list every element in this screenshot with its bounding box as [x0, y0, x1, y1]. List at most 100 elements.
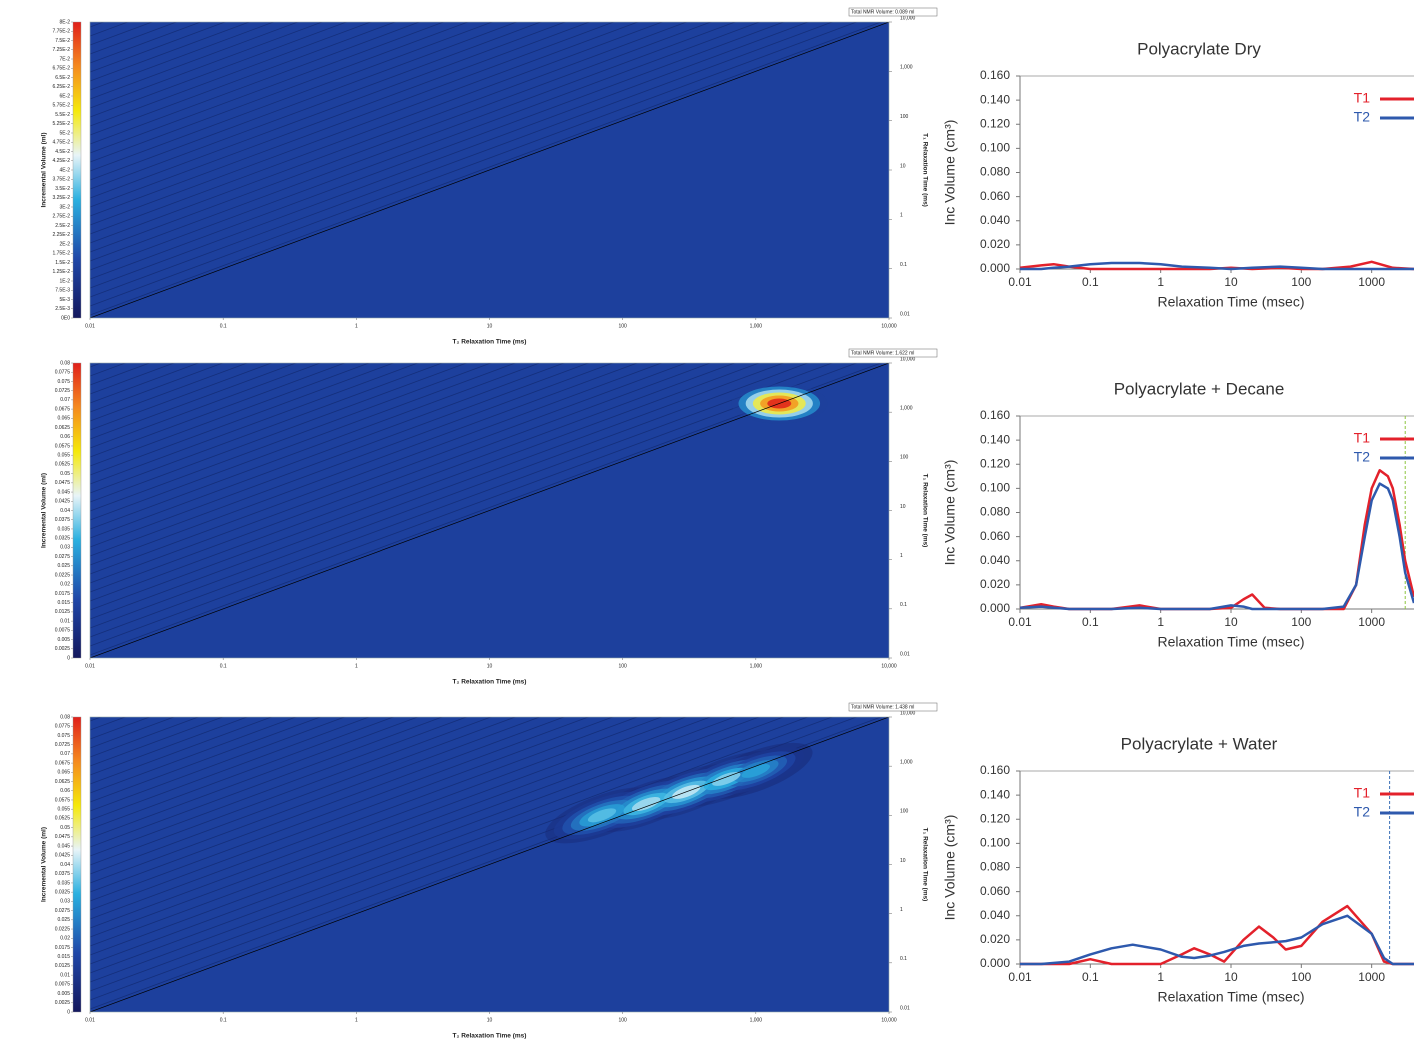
x-tick-label: 0.01 [1008, 615, 1032, 629]
striation [90, 363, 346, 458]
striation [90, 717, 395, 830]
colorbar [72, 716, 82, 1013]
x-tick-label: 0.1 [1082, 275, 1099, 289]
legend-label: T2 [1354, 109, 1371, 125]
y-tick-label: 0.060 [980, 529, 1010, 543]
colorbar-tick-label: 0.045 [57, 843, 70, 849]
y-tick-label: 0.160 [980, 68, 1010, 82]
colorbar-tick-label: 0.0525 [55, 462, 71, 468]
y-axis-title: Inc Volume (cm³) [942, 120, 958, 226]
y-tick-label: 100 [900, 455, 909, 461]
striation [90, 22, 688, 244]
colorbar [72, 21, 82, 319]
y-tick-label: 0.080 [980, 860, 1010, 874]
striation [90, 717, 297, 794]
x-tick-label: 1000 [1358, 275, 1385, 289]
x-axis-title: Relaxation Time (msec) [1157, 989, 1304, 1005]
colorbar-tick-label: 0 [67, 655, 70, 661]
colorbar-tick-label: 0.04 [60, 862, 70, 868]
line-panel: Polyacrylate + Decane 0.000 0.020 0.040 0.06… [942, 379, 1414, 650]
y-tick-label: 0.060 [980, 884, 1010, 898]
striation [90, 717, 761, 965]
colorbar-tick-label: 8E-2 [59, 19, 70, 25]
striation [90, 363, 663, 575]
striation [90, 363, 566, 539]
y-tick-label: 1 [900, 213, 903, 219]
colorbar-tick-label: 0.06 [60, 434, 70, 440]
x-tick-label: 10 [487, 1017, 493, 1023]
y-tick-label: 1 [900, 907, 903, 913]
colorbar-tick-label: 0.005 [57, 637, 70, 643]
striation [90, 22, 397, 136]
x-tick-label: 100 [1291, 275, 1311, 289]
y-tick-label: 0.100 [980, 141, 1010, 155]
colorbar-tick-label: 6.75E-2 [52, 66, 70, 72]
striation [90, 22, 664, 235]
colorbar-tick-label: 0.0125 [55, 963, 71, 969]
striation [90, 22, 299, 100]
colorbar-tick-label: 0.0175 [55, 591, 71, 597]
colorbar-tick-label: 0.07 [60, 751, 70, 757]
striation [90, 22, 737, 262]
colorbar-tick-label: 6E-2 [59, 93, 70, 99]
colorbar-tick-label: 1.75E-2 [52, 251, 70, 257]
striation [90, 363, 322, 449]
y-tick-label: 0.000 [980, 261, 1010, 275]
striation [90, 717, 639, 920]
colorbar-tick-label: 0.0525 [55, 816, 71, 822]
colorbar-tick-label: 0.045 [57, 489, 70, 495]
x-tick-label: 1 [1157, 970, 1164, 984]
striation [90, 22, 834, 298]
striation [90, 22, 421, 145]
x-axis-title: T₂ Relaxation Time (ms) [453, 679, 527, 686]
striation [90, 363, 395, 476]
y-tick-label: 1,000 [900, 405, 913, 411]
colorbar-tick-label: 0.0025 [55, 646, 71, 652]
y-tick-label: 0.020 [980, 577, 1010, 591]
colorbar-tick-label: 0.0325 [55, 889, 71, 895]
y-axis-title: Inc Volume (cm³) [942, 815, 958, 921]
striation [90, 22, 883, 316]
diagonal-line [90, 717, 889, 1012]
line-panel: Polyacrylate + Water 0.000 0.020 0.040 0.060… [942, 734, 1414, 1005]
x-tick-label: 10,000 [881, 323, 897, 329]
colorbar-tick-label: 5E-3 [59, 297, 70, 303]
x-tick-label: 1 [355, 323, 358, 329]
legend-label: T1 [1354, 785, 1371, 801]
striation [90, 717, 736, 956]
y-tick-label: 0.100 [980, 481, 1010, 495]
colorbar-tick-label: 0.07 [60, 397, 70, 403]
colorbar-tick-label: 0.01 [60, 972, 70, 978]
x-axis-title: T₂ Relaxation Time (ms) [453, 339, 527, 346]
y-tick-label: 0.160 [980, 763, 1010, 777]
series-line [1020, 904, 1414, 966]
plot-area [90, 363, 889, 658]
colorbar-tick-label: 0.075 [57, 733, 70, 739]
y-tick-label: 0.100 [980, 836, 1010, 850]
x-tick-label: 10,000 [881, 663, 897, 669]
y-tick-label: 10,000 [900, 710, 916, 716]
colorbar-tick-label: 0.055 [57, 453, 70, 459]
x-axis-title: T₂ Relaxation Time (ms) [453, 1033, 527, 1040]
x-tick-label: 0.1 [1082, 615, 1099, 629]
y-tick-label: 0.020 [980, 932, 1010, 946]
colorbar-tick-label: 0.065 [57, 770, 70, 776]
striation [90, 363, 297, 440]
colorbar-tick-label: 0.015 [57, 600, 70, 606]
striation [90, 22, 470, 163]
striation [90, 22, 567, 199]
y-axis-title: T₁ Relaxation Time (ms) [921, 133, 928, 207]
y-axis-title: T₁ Relaxation Time (ms) [921, 474, 928, 548]
colorbar-tick-label: 0.065 [57, 416, 70, 422]
colorbar-title: Incremental Volume (ml) [41, 132, 48, 207]
striation [90, 717, 614, 911]
colorbar-tick-label: 2.5E-3 [55, 306, 70, 312]
x-tick-label: 10 [487, 323, 493, 329]
colorbar-tick-label: 2.75E-2 [52, 214, 70, 220]
diagonal-line [90, 22, 889, 318]
y-tick-label: 0.120 [980, 116, 1010, 130]
colorbar-tick-label: 0.0125 [55, 609, 71, 615]
colorbar-tick-label: 7.25E-2 [52, 47, 70, 53]
y-tick-label: 0.040 [980, 553, 1010, 567]
